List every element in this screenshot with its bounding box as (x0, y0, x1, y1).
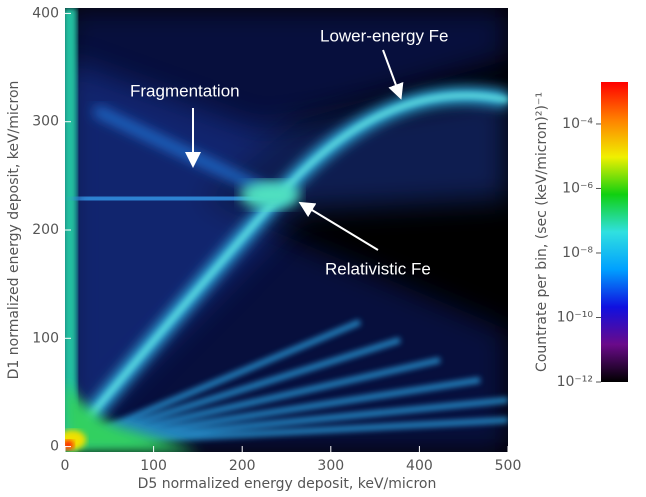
colorbar-tick-label: 10⁻⁴ (562, 116, 593, 132)
x-tick-label: 300 (317, 458, 344, 474)
y-tick-label: 300 (32, 114, 59, 130)
colorbar-label: Countrate per bin, (sec (keV/micron)²)⁻¹ (534, 92, 550, 372)
y-axis-label: D1 normalized energy deposit, keV/micron (6, 81, 22, 380)
annotation: Lower-energy Fe (320, 26, 449, 45)
x-tick-label: 400 (406, 458, 433, 474)
colorbar-tick-label: 10⁻¹² (557, 374, 593, 390)
x-tick-label: 100 (140, 458, 167, 474)
y-tick-label: 0 (50, 439, 59, 455)
colorbar (601, 82, 628, 382)
x-axis-label: D5 normalized energy deposit, keV/micron (138, 476, 437, 492)
annotation: Fragmentation (130, 81, 240, 100)
y-tick-label: 100 (32, 330, 59, 346)
x-tick-label: 500 (495, 458, 522, 474)
annotation-arrow (298, 201, 379, 251)
y-tick-label: 400 (32, 5, 59, 21)
x-tick-label: 0 (61, 458, 70, 474)
colorbar-tick-label: 10⁻⁸ (562, 245, 593, 261)
colorbar-tick-label: 10⁻¹⁰ (557, 309, 594, 325)
annotation-arrow (382, 49, 404, 100)
y-tick-label: 200 (32, 222, 59, 238)
density-image (65, 8, 508, 452)
colorbar-tick-label: 10⁻⁶ (562, 180, 593, 196)
annotation: Relativistic Fe (325, 259, 431, 278)
x-tick-label: 200 (229, 458, 256, 474)
